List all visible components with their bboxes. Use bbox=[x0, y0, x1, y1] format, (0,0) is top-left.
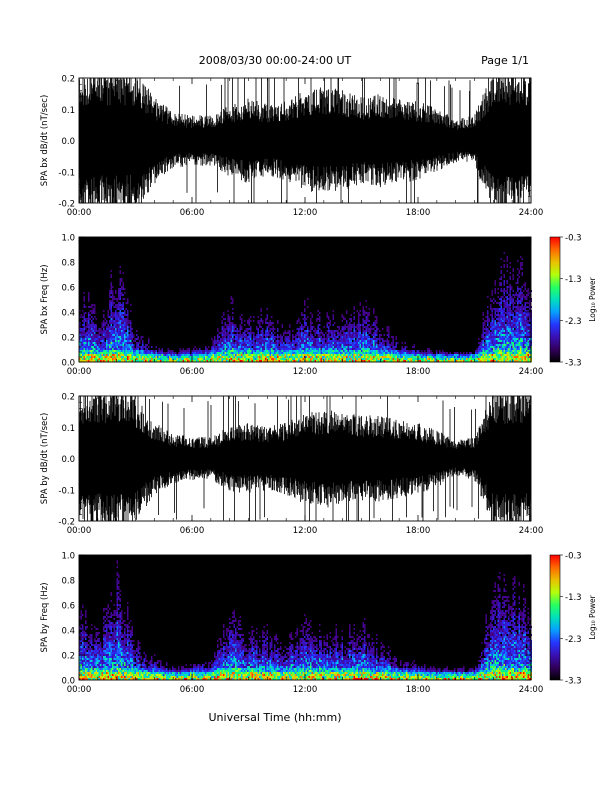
x-tick-label: 00:00 bbox=[67, 367, 92, 377]
colorbar bbox=[549, 236, 561, 363]
y-axis-label: SPA bx Freq (Hz) bbox=[40, 264, 50, 334]
y-tick-label: 0.8 bbox=[61, 577, 75, 587]
y-tick-label: 0.6 bbox=[61, 602, 75, 612]
colorbar-tick-label: -1.3 bbox=[565, 275, 582, 285]
x-tick-label: 24:00 bbox=[519, 208, 544, 218]
y-tick-label: 1.0 bbox=[61, 552, 75, 562]
x-tick-label: 00:00 bbox=[67, 685, 92, 695]
y-tick-label: 1.0 bbox=[61, 234, 75, 244]
y-tick-label: 0.6 bbox=[61, 284, 75, 294]
colorbar bbox=[549, 554, 561, 681]
y-tick-label: -0.1 bbox=[58, 486, 75, 496]
y-tick-label: 0.0 bbox=[61, 455, 75, 465]
y-tick-label: -0.2 bbox=[58, 200, 75, 210]
y-tick-label: -0.2 bbox=[58, 518, 75, 528]
bx-spectrogram-panel: -0.3 -1.3 -2.3 -3.3 Log₁₀ Power 0.0 0.2 0.4 0.6 0… bbox=[40, 234, 597, 378]
page-indicator: Page 1/1 bbox=[481, 54, 529, 67]
waveform-trace bbox=[79, 78, 531, 203]
x-tick-label: 06:00 bbox=[180, 367, 205, 377]
y-tick-label: 0.0 bbox=[61, 677, 75, 687]
x-tick-label: 18:00 bbox=[406, 367, 431, 377]
y-tick-label: 0.1 bbox=[61, 424, 75, 434]
x-tick-label: 00:00 bbox=[67, 208, 92, 218]
by-spectrogram-panel: -0.3 -1.3 -2.3 -3.3 Log₁₀ Power 0.0 0.2 0.4 0.6 0… bbox=[40, 552, 597, 696]
y-tick-label: 0.1 bbox=[61, 106, 75, 116]
y-tick-label: 0.2 bbox=[61, 652, 75, 662]
y-tick-label: 0.2 bbox=[61, 393, 75, 403]
x-tick-label: 12:00 bbox=[293, 208, 318, 218]
colorbar-label: Log₁₀ Power bbox=[588, 276, 597, 321]
y-tick-label: 0.0 bbox=[61, 137, 75, 147]
y-tick-label: 0.0 bbox=[61, 359, 75, 369]
y-tick-label: 0.8 bbox=[61, 259, 75, 269]
colorbar-label: Log₁₀ Power bbox=[588, 594, 597, 639]
y-tick-label: -0.1 bbox=[58, 168, 75, 178]
y-tick-label: 0.2 bbox=[61, 334, 75, 344]
x-tick-label: 24:00 bbox=[519, 685, 544, 695]
y-tick-label: 0.2 bbox=[61, 75, 75, 85]
colorbar-tick-label: -2.3 bbox=[565, 635, 582, 645]
spectrogram-cells bbox=[79, 560, 532, 680]
x-tick-label: 00:00 bbox=[67, 526, 92, 536]
figure-title: 2008/03/30 00:00-24:00 UT bbox=[199, 54, 352, 67]
y-axis-label: SPA by Freq (Hz) bbox=[40, 582, 50, 652]
x-tick-label: 06:00 bbox=[180, 685, 205, 695]
x-tick-label: 06:00 bbox=[180, 208, 205, 218]
x-tick-label: 18:00 bbox=[406, 685, 431, 695]
x-tick-label: 18:00 bbox=[406, 208, 431, 218]
colorbar-tick-label: -2.3 bbox=[565, 317, 582, 327]
x-tick-label: 18:00 bbox=[406, 526, 431, 536]
colorbar-tick-label: -0.3 bbox=[565, 234, 582, 244]
waveform-trace bbox=[79, 396, 531, 521]
colorbar-tick-label: -1.3 bbox=[565, 593, 582, 603]
spectrogram-cells bbox=[79, 252, 532, 362]
x-tick-label: 24:00 bbox=[519, 367, 544, 377]
bx-waveform-panel: -0.2 -0.1 0.0 0.1 0.2 00:00 06:00 12:00 18:00 24:… bbox=[40, 75, 544, 219]
x-tick-label: 12:00 bbox=[293, 685, 318, 695]
y-tick-label: 0.4 bbox=[61, 627, 75, 637]
colorbar-tick-label: -0.3 bbox=[565, 552, 582, 562]
x-tick-label: 06:00 bbox=[180, 526, 205, 536]
y-axis-label: SPA by dB/dt (nT/sec) bbox=[40, 413, 50, 505]
y-tick-label: 0.4 bbox=[61, 309, 75, 319]
x-axis-title: Universal Time (hh:mm) bbox=[209, 711, 342, 724]
x-tick-label: 12:00 bbox=[293, 526, 318, 536]
colorbar-tick-label: -3.3 bbox=[565, 359, 582, 369]
x-tick-label: 12:00 bbox=[293, 367, 318, 377]
y-axis-label: SPA bx dB/dt (nT/sec) bbox=[40, 95, 50, 187]
by-waveform-panel: -0.2 -0.1 0.0 0.1 0.2 00:00 06:00 12:00 18:00 24:… bbox=[40, 393, 544, 537]
colorbar-tick-label: -3.3 bbox=[565, 677, 582, 687]
x-tick-label: 24:00 bbox=[519, 526, 544, 536]
